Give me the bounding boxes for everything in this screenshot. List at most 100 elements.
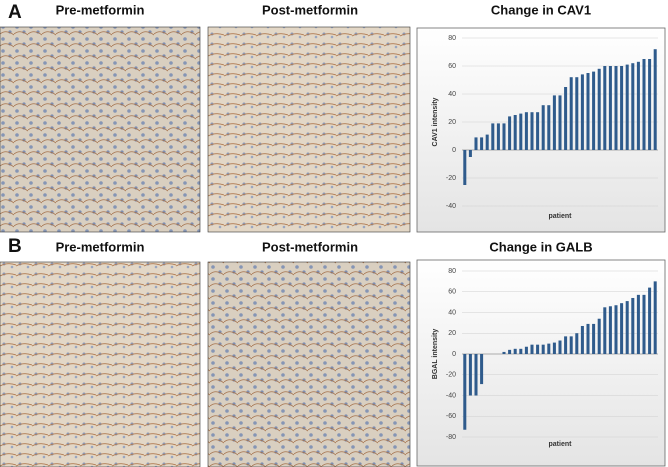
chart-frame — [416, 259, 666, 467]
bar — [642, 294, 646, 354]
y-tick-label: -40 — [446, 203, 456, 210]
y-tick-label: 40 — [448, 91, 456, 98]
bar — [536, 112, 540, 150]
bar — [614, 305, 618, 354]
bar — [648, 287, 652, 354]
panel-label: A — [8, 2, 22, 23]
y-tick-label: -40 — [446, 392, 456, 399]
y-tick-label: 20 — [448, 119, 456, 126]
bar — [524, 112, 528, 150]
bar — [620, 66, 624, 150]
y-tick-label: 80 — [448, 35, 456, 42]
column-header: Pre-metformin — [56, 239, 145, 254]
y-tick-label: 60 — [448, 289, 456, 296]
bar — [569, 77, 573, 150]
chart-title: Change in CAV1 — [491, 2, 591, 17]
bar — [653, 49, 657, 151]
bar — [569, 336, 573, 354]
y-tick-label: -80 — [446, 434, 456, 441]
bar — [524, 346, 528, 354]
y-axis-label: CAV1 intensity — [432, 97, 439, 146]
bar — [552, 95, 556, 150]
bar — [631, 63, 635, 151]
bar — [474, 137, 478, 150]
bar — [468, 150, 472, 157]
bar — [480, 354, 484, 385]
bar — [502, 123, 506, 150]
bar — [530, 344, 534, 354]
bar — [502, 351, 506, 354]
bar — [608, 306, 612, 354]
bar — [508, 116, 512, 150]
column-header: Post-metformin — [262, 2, 358, 17]
bar — [625, 64, 629, 150]
y-tick-label: -60 — [446, 413, 456, 420]
bar — [625, 301, 629, 354]
bar — [580, 325, 584, 354]
bar — [536, 344, 540, 354]
bar — [558, 95, 562, 150]
bar — [474, 354, 478, 396]
column-header: Post-metformin — [262, 239, 358, 254]
bar — [597, 68, 601, 150]
bar — [597, 318, 601, 354]
y-axis-label: BGAL intensity — [432, 329, 439, 380]
micrograph — [207, 26, 411, 233]
bar — [603, 307, 607, 354]
bar — [485, 134, 489, 150]
bar — [519, 348, 523, 354]
micrograph — [0, 261, 201, 467]
bar — [642, 59, 646, 150]
bar — [480, 137, 484, 150]
bar — [620, 303, 624, 354]
bar — [530, 112, 534, 150]
bar — [558, 340, 562, 354]
bar — [586, 73, 590, 150]
bar — [631, 297, 635, 354]
bar — [653, 281, 657, 354]
bar — [636, 294, 640, 354]
bar — [463, 354, 467, 430]
bar — [608, 66, 612, 150]
bar — [496, 123, 500, 150]
bar — [468, 354, 472, 396]
bar — [592, 323, 596, 354]
micrograph — [207, 261, 411, 467]
bar — [575, 77, 579, 150]
bar — [636, 61, 640, 150]
bar — [603, 66, 607, 150]
x-axis-label: patient — [549, 441, 573, 448]
bar — [648, 59, 652, 150]
bar — [547, 343, 551, 354]
bar — [508, 349, 512, 354]
bar — [614, 66, 618, 150]
bar — [541, 344, 545, 354]
bar — [586, 323, 590, 354]
chart-title: Change in GALB — [489, 239, 592, 254]
bar — [513, 115, 517, 150]
y-tick-label: 40 — [448, 309, 456, 316]
chart-frame — [416, 27, 666, 233]
y-tick-label: 0 — [452, 147, 456, 154]
bar — [564, 87, 568, 150]
micrograph — [0, 26, 201, 233]
bar — [513, 348, 517, 354]
y-tick-label: 0 — [452, 351, 456, 358]
y-tick-label: -20 — [446, 175, 456, 182]
x-axis-label: patient — [549, 213, 573, 220]
bar — [552, 342, 556, 354]
column-header: Pre-metformin — [56, 2, 145, 17]
bar — [463, 150, 467, 185]
bar — [564, 336, 568, 354]
bar — [541, 105, 545, 150]
bar — [491, 123, 495, 150]
y-tick-label: 60 — [448, 63, 456, 70]
panel-label: B — [8, 236, 22, 257]
y-tick-label: -20 — [446, 372, 456, 379]
bar — [547, 105, 551, 150]
bar — [592, 71, 596, 150]
bar — [580, 74, 584, 150]
y-tick-label: 80 — [448, 268, 456, 275]
bar — [519, 113, 523, 150]
